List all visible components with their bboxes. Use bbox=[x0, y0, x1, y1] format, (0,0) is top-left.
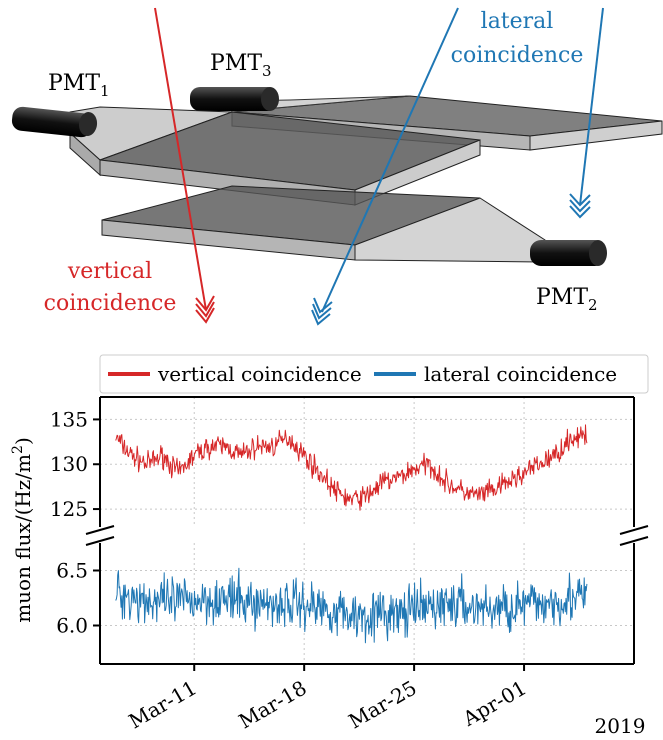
lateral-coincidence-label-line1: lateral bbox=[481, 9, 554, 34]
vertical-muon-arrow bbox=[154, 7, 215, 324]
pmt-1-label: PMT1 bbox=[48, 71, 110, 100]
pmt-1-icon bbox=[11, 106, 98, 138]
vertical-coincidence-label-line1: vertical bbox=[67, 259, 152, 284]
year-label: 2019 bbox=[595, 714, 646, 738]
detector-diagram: PMT1 PMT3 PMT2 vertical coincidence late… bbox=[11, 7, 663, 326]
y-tick-label-lower-0: 6.0 bbox=[56, 614, 88, 638]
pmt-3-label: PMT3 bbox=[210, 51, 272, 80]
pmt-3-icon bbox=[190, 87, 279, 111]
x-tick-label-0: Mar-11 bbox=[125, 676, 201, 734]
series-line-0 bbox=[115, 424, 588, 511]
legend: vertical coincidence lateral coincidence bbox=[99, 354, 649, 394]
x-tick-label-3: Apr-01 bbox=[458, 676, 531, 732]
y-tick-label-upper-0: 125 bbox=[50, 497, 88, 521]
series-line-1 bbox=[115, 567, 588, 644]
y-axis-label: muon flux/(Hz/m2) bbox=[10, 437, 35, 623]
pmt-2-label: PMT2 bbox=[536, 285, 598, 314]
vertical-coincidence-label-line2: coincidence bbox=[44, 291, 177, 316]
lateral-muon-arrow-1 bbox=[311, 7, 459, 326]
y-tick-label-lower-1: 6.5 bbox=[56, 559, 88, 583]
pmt-2-icon bbox=[530, 240, 607, 266]
x-tick-label-2: Mar-25 bbox=[344, 676, 420, 734]
y-tick-label-upper-2: 135 bbox=[50, 407, 88, 431]
lateral-muon-arrow-2 bbox=[569, 7, 604, 219]
legend-label-lateral: lateral coincidence bbox=[424, 362, 617, 386]
lower-axes-frame bbox=[99, 543, 635, 665]
y-tick-label-upper-1: 130 bbox=[50, 452, 88, 476]
legend-label-vertical: vertical coincidence bbox=[157, 362, 362, 386]
muon-flux-chart: vertical coincidence lateral coincidence bbox=[10, 354, 649, 738]
axis-break-marks bbox=[85, 525, 649, 546]
x-tick-label-1: Mar-18 bbox=[234, 676, 310, 734]
scintillator-panel-2-bottom bbox=[101, 185, 546, 263]
series-layer bbox=[115, 424, 588, 644]
lateral-coincidence-label-line2: coincidence bbox=[451, 43, 584, 68]
